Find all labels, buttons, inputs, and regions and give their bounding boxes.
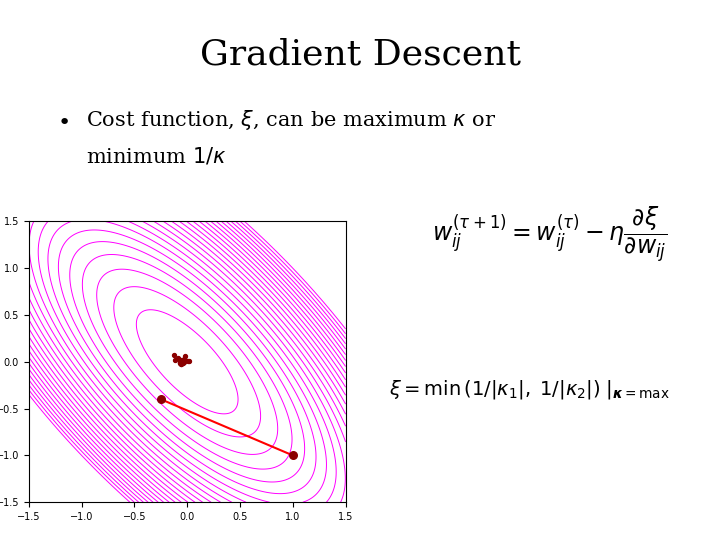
Point [174, 359, 185, 367]
Point [179, 358, 190, 367]
Point [169, 356, 181, 364]
Text: Gradient Descent: Gradient Descent [199, 38, 521, 72]
Point [179, 355, 190, 363]
Point [175, 360, 186, 368]
Point [183, 357, 194, 366]
Point [174, 357, 186, 366]
Point [172, 353, 184, 362]
Text: minimum $1/\kappa$: minimum $1/\kappa$ [86, 146, 228, 167]
Text: •: • [58, 113, 71, 133]
Point [177, 357, 189, 366]
Text: $w_{ij}^{(\tau+1)} = w_{ij}^{(\tau)} - \eta\dfrac{\partial\xi}{\partial w_{ij}}$: $w_{ij}^{(\tau+1)} = w_{ij}^{(\tau)} - \… [432, 205, 667, 265]
Point [179, 355, 191, 364]
Point [183, 356, 194, 365]
Point [176, 360, 187, 368]
Point [178, 359, 189, 368]
Point [179, 352, 190, 360]
Point [155, 395, 166, 403]
Text: $\xi = \min\,(1/|\kappa_1|,\;1/|\kappa_2|)\;|_{\boldsymbol{\kappa}=\mathrm{max}}: $\xi = \min\,(1/|\kappa_1|,\;1/|\kappa_2… [389, 378, 670, 401]
Point [175, 355, 186, 364]
Point [174, 359, 186, 368]
Text: Cost function, $\xi$, can be maximum $\kappa$ or: Cost function, $\xi$, can be maximum $\k… [86, 108, 497, 132]
Point [168, 350, 179, 359]
Point [174, 356, 186, 365]
Point [287, 451, 299, 460]
